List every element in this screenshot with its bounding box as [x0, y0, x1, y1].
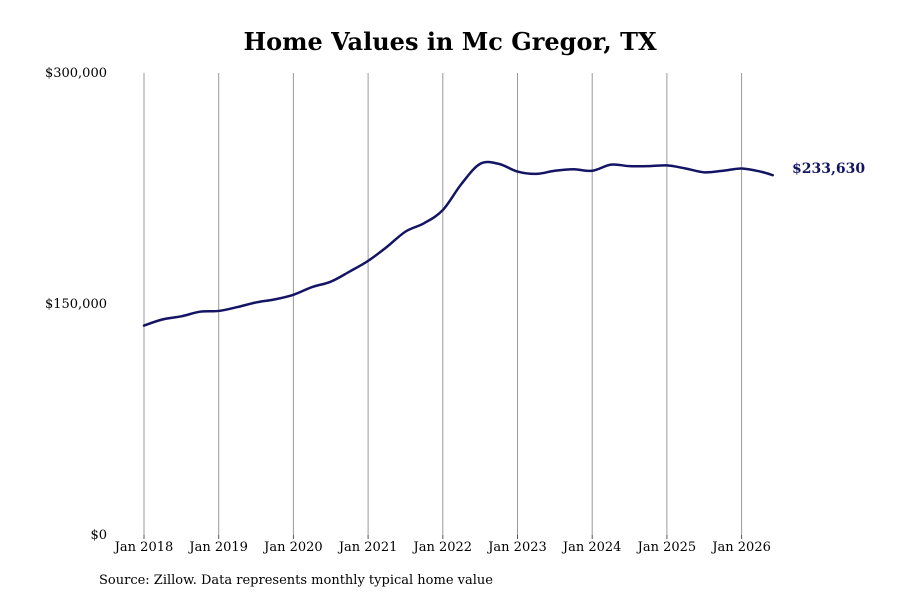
y-tick-label: $0	[90, 528, 107, 543]
x-tick-label: Jan 2026	[710, 540, 771, 555]
y-axis: $0 $150,000 $300,000	[45, 66, 107, 543]
y-tick-label: $300,000	[45, 66, 107, 81]
x-tick-label: Jan 2024	[561, 540, 622, 555]
source-note: Source: Zillow. Data represents monthly …	[99, 573, 493, 588]
series-line	[142, 160, 774, 327]
series-group: $233,630	[142, 160, 865, 327]
x-tick-label: Jan 2018	[113, 540, 174, 555]
x-tick-label: Jan 2019	[187, 540, 248, 555]
y-tick-label: $150,000	[45, 297, 107, 312]
grid-lines	[143, 73, 743, 535]
x-tick-label: Jan 2023	[486, 540, 547, 555]
x-tick-label: Jan 2021	[337, 540, 398, 555]
x-axis: Jan 2018 Jan 2019 Jan 2020 Jan 2021 Jan 2022…	[113, 535, 771, 555]
x-tick-label: Jan 2020	[262, 540, 323, 555]
end-value-label: $233,630	[792, 161, 865, 177]
x-tick-label: Jan 2022	[412, 540, 473, 555]
chart-title: Home Values in Mc Gregor, TX	[243, 27, 657, 56]
x-tick-label: Jan 2025	[636, 540, 697, 555]
